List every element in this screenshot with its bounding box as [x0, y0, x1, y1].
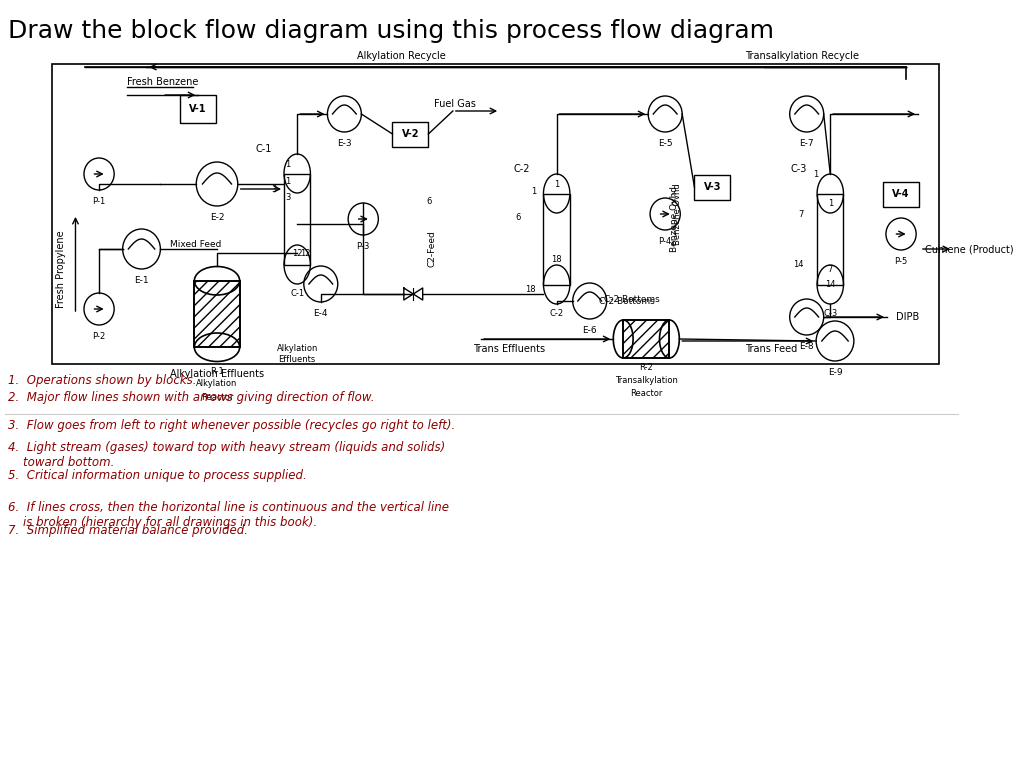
- Text: 1: 1: [813, 169, 818, 178]
- Text: 18: 18: [525, 285, 535, 294]
- Text: V-2: V-2: [401, 129, 419, 139]
- Text: Reactor: Reactor: [630, 389, 661, 398]
- Text: E-7: E-7: [799, 139, 813, 148]
- Bar: [623, 320, 668, 358]
- Text: P-5: P-5: [894, 257, 907, 266]
- Text: P-2: P-2: [93, 332, 106, 341]
- Bar: [623, 320, 668, 358]
- Text: Benzene Ovhd: Benzene Ovhd: [673, 183, 682, 245]
- Text: Alkylation Recycle: Alkylation Recycle: [357, 51, 445, 61]
- Text: V-3: V-3: [703, 182, 720, 192]
- Text: 2.  Major flow lines shown with arrows giving direction of flow.: 2. Major flow lines shown with arrows gi…: [7, 391, 374, 404]
- Text: Trans Feed: Trans Feed: [745, 344, 797, 354]
- Bar: [52, 64, 937, 364]
- Text: 3: 3: [271, 185, 276, 194]
- Text: E-3: E-3: [336, 139, 352, 148]
- Text: Fresh Benzene: Fresh Benzene: [127, 77, 199, 87]
- Text: 18: 18: [551, 255, 561, 264]
- Text: 7: 7: [826, 265, 833, 274]
- Text: C-2 Bottoms: C-2 Bottoms: [603, 295, 659, 304]
- Bar: [195, 281, 239, 348]
- Text: 14: 14: [793, 259, 803, 268]
- Text: E-9: E-9: [826, 368, 842, 377]
- Text: 1: 1: [530, 187, 535, 195]
- Bar: [694, 175, 730, 199]
- Text: R-1: R-1: [210, 367, 223, 375]
- Text: DIPB: DIPB: [896, 312, 919, 322]
- Bar: [195, 281, 239, 348]
- Text: E-2: E-2: [210, 213, 224, 222]
- Bar: [543, 194, 570, 285]
- Text: 3: 3: [284, 192, 290, 201]
- Text: C-3: C-3: [790, 164, 806, 174]
- Text: R-2: R-2: [639, 363, 652, 372]
- Text: E-5: E-5: [657, 139, 672, 148]
- Text: 1: 1: [285, 177, 290, 185]
- Text: Cumene (Product): Cumene (Product): [924, 244, 1012, 254]
- Text: Fuel Gas: Fuel Gas: [434, 99, 476, 109]
- Text: C-2: C-2: [514, 164, 530, 174]
- Text: 12: 12: [300, 249, 310, 258]
- Bar: [882, 181, 918, 207]
- Text: 7: 7: [798, 209, 803, 218]
- Text: 6.  If lines cross, then the horizontal line is continuous and the vertical line: 6. If lines cross, then the horizontal l…: [7, 501, 448, 529]
- Text: Transalkylation Recycle: Transalkylation Recycle: [744, 51, 858, 61]
- Text: E-4: E-4: [313, 309, 328, 318]
- Text: 6: 6: [515, 212, 521, 221]
- Text: 1.  Operations shown by blocks.: 1. Operations shown by blocks.: [7, 374, 196, 387]
- Text: 1: 1: [285, 159, 290, 168]
- Text: 1: 1: [553, 179, 558, 188]
- Text: Fresh Propylene: Fresh Propylene: [56, 230, 66, 308]
- Text: 1: 1: [826, 199, 833, 208]
- Bar: [283, 174, 310, 265]
- Text: 3.  Flow goes from left to right whenever possible (recycles go right to left).: 3. Flow goes from left to right whenever…: [7, 419, 454, 432]
- Text: 7.  Simplified material balance provided.: 7. Simplified material balance provided.: [7, 524, 248, 537]
- Text: C2-Feed: C2-Feed: [427, 231, 436, 268]
- Text: Alkylation
Effluents: Alkylation Effluents: [276, 345, 318, 364]
- Text: 6: 6: [426, 197, 432, 205]
- Text: Draw the block flow diagram using this process flow diagram: Draw the block flow diagram using this p…: [7, 19, 772, 43]
- Text: C-2 Bottoms: C-2 Bottoms: [598, 297, 654, 305]
- Text: C-3: C-3: [822, 309, 837, 318]
- Text: V-4: V-4: [892, 189, 909, 199]
- Text: V-1: V-1: [190, 104, 207, 114]
- Text: 5.  Critical information unique to process supplied.: 5. Critical information unique to proces…: [7, 469, 306, 482]
- Text: Transalkylation: Transalkylation: [614, 376, 677, 385]
- Text: 14: 14: [824, 279, 835, 288]
- Text: 12: 12: [291, 249, 303, 258]
- Text: Alkylation: Alkylation: [196, 379, 237, 388]
- Text: P-4: P-4: [658, 237, 672, 246]
- Text: C-1: C-1: [289, 289, 304, 298]
- Text: E-1: E-1: [135, 276, 149, 285]
- Text: P-3: P-3: [357, 242, 370, 251]
- Bar: [392, 122, 428, 147]
- Text: E-6: E-6: [582, 326, 596, 335]
- Text: P-1: P-1: [93, 197, 106, 206]
- Bar: [180, 95, 216, 123]
- Text: Benzene Ovhd: Benzene Ovhd: [669, 186, 679, 252]
- Text: C-2: C-2: [549, 309, 564, 318]
- Text: C-1: C-1: [255, 144, 271, 154]
- Text: Reactor: Reactor: [201, 392, 233, 401]
- Text: 4.  Light stream (gases) toward top with heavy stream (liquids and solids)
    t: 4. Light stream (gases) toward top with …: [7, 441, 444, 469]
- Bar: [816, 194, 843, 285]
- Text: Mixed Feed: Mixed Feed: [170, 239, 221, 248]
- Text: Alkylation Effluents: Alkylation Effluents: [170, 369, 264, 379]
- Text: E-8: E-8: [799, 342, 813, 351]
- Text: Trans Effluents: Trans Effluents: [473, 344, 545, 354]
